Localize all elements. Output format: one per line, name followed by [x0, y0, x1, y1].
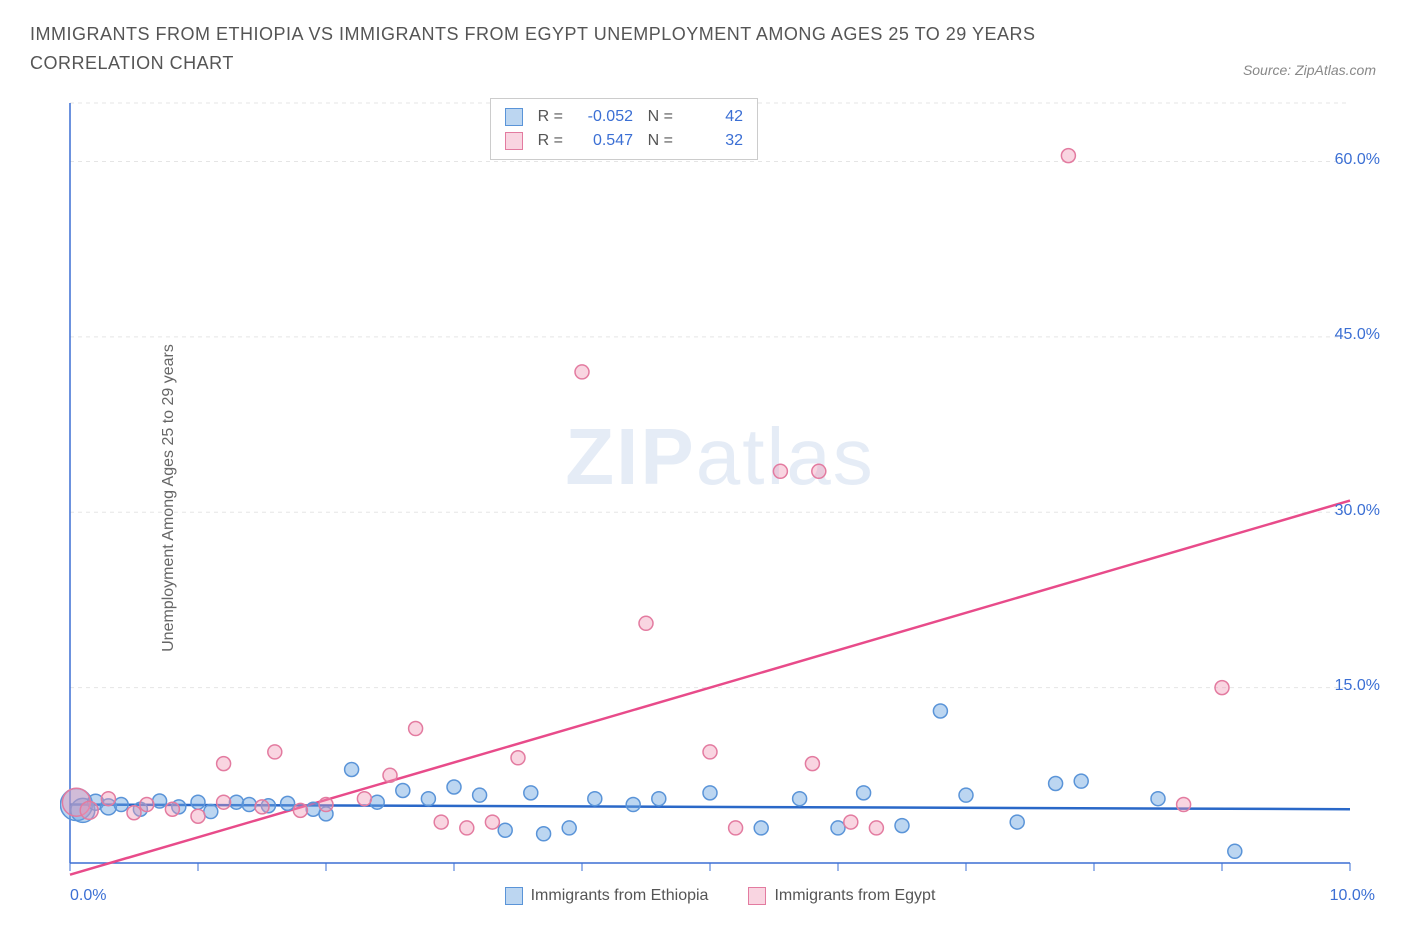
- swatch-ethiopia: [505, 108, 523, 126]
- swatch-egypt: [748, 887, 766, 905]
- y-tick-label: 15.0%: [1335, 677, 1380, 695]
- legend-item-egypt: Immigrants from Egypt: [748, 887, 935, 905]
- stats-row-ethiopia: R = -0.052 N = 42: [505, 105, 743, 129]
- bottom-legend: Immigrants from Ethiopia Immigrants from…: [60, 887, 1380, 905]
- legend-label: Immigrants from Ethiopia: [531, 887, 709, 905]
- swatch-ethiopia: [505, 887, 523, 905]
- source-label: Source: ZipAtlas.com: [1243, 62, 1376, 78]
- y-tick-label: 30.0%: [1335, 502, 1380, 520]
- y-tick-label: 45.0%: [1335, 326, 1380, 344]
- legend-label: Immigrants from Egypt: [774, 887, 935, 905]
- stats-legend-box: R = -0.052 N = 42 R = 0.547 N = 32: [490, 98, 758, 160]
- scatter-chart: [60, 93, 1380, 903]
- y-tick-label: 60.0%: [1335, 151, 1380, 169]
- plot-area: Unemployment Among Ages 25 to 29 years Z…: [60, 93, 1380, 903]
- swatch-egypt: [505, 132, 523, 150]
- stats-row-egypt: R = 0.547 N = 32: [505, 129, 743, 153]
- chart-title: IMMIGRANTS FROM ETHIOPIA VS IMMIGRANTS F…: [30, 20, 1130, 78]
- legend-item-ethiopia: Immigrants from Ethiopia: [505, 887, 709, 905]
